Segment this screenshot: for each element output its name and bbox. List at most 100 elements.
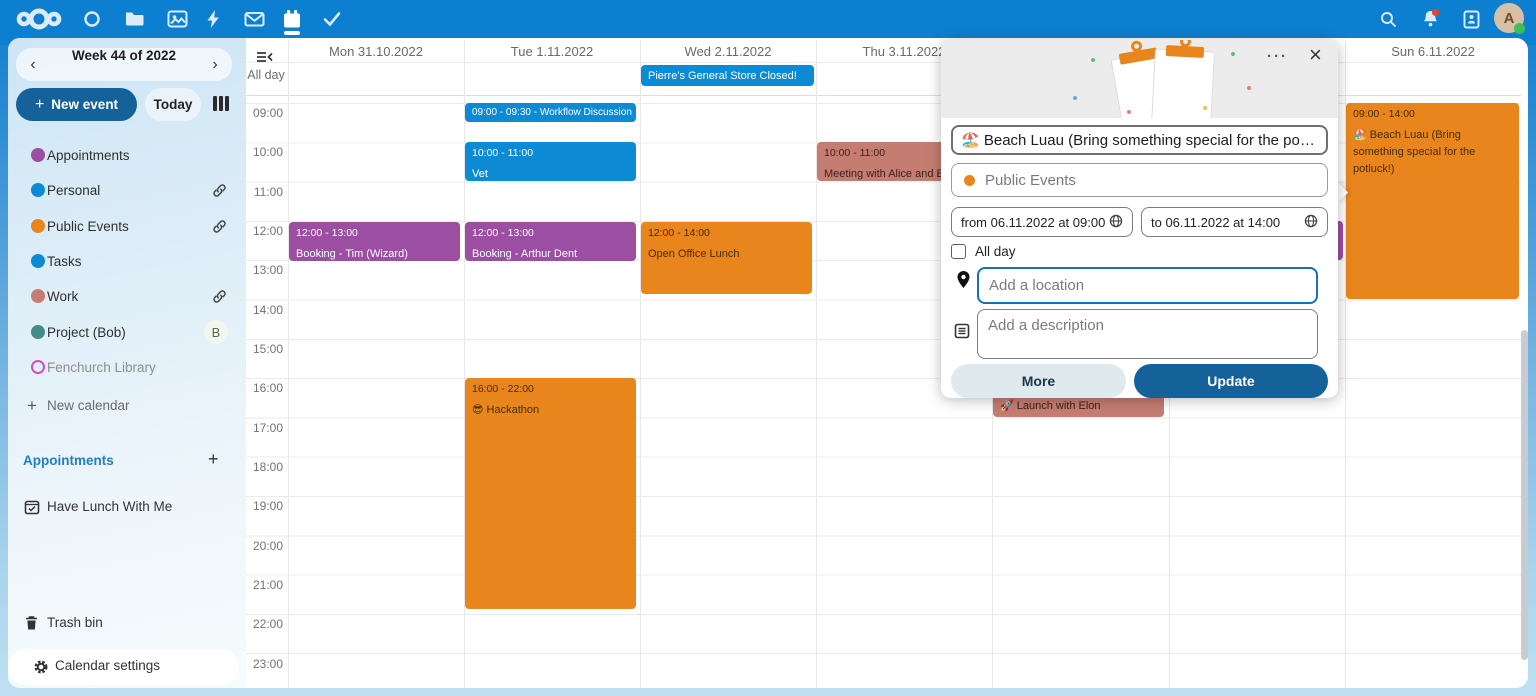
- calendar-color-dot[interactable]: [31, 325, 45, 339]
- timezone-globe-icon[interactable]: [1109, 214, 1123, 231]
- mail-app-icon[interactable]: [242, 7, 266, 31]
- contacts-menu-icon[interactable]: [1459, 7, 1483, 31]
- sidebar-item-fenchurch-library[interactable]: Fenchurch Library: [0, 353, 238, 381]
- collapse-all-day-icon[interactable]: [256, 50, 273, 69]
- description-icon: [954, 323, 970, 344]
- sidebar-item-public-events[interactable]: Public Events: [0, 212, 238, 240]
- calendar-name: Work: [47, 288, 79, 304]
- appointment-item-have-lunch[interactable]: Have Lunch With Me: [0, 493, 238, 521]
- event-beach-luau[interactable]: 09:00 - 14:00 🏖️ Beach Luau (Bring somet…: [1346, 103, 1519, 299]
- appointment-label: Have Lunch With Me: [47, 499, 173, 514]
- vertical-scrollbar-thumb[interactable]: [1521, 330, 1528, 660]
- timezone-globe-icon[interactable]: [1304, 214, 1318, 231]
- sidebar-item-work[interactable]: Work: [0, 282, 238, 310]
- update-button[interactable]: Update: [1134, 364, 1328, 398]
- calendar-color-dot[interactable]: [31, 183, 45, 197]
- view-switcher-icon[interactable]: [213, 96, 229, 111]
- tasks-app-icon[interactable]: [320, 7, 344, 31]
- files-app-icon[interactable]: [122, 7, 146, 31]
- calendar-name: Public Events: [47, 218, 129, 234]
- calendar-name: Appointments: [47, 147, 130, 163]
- trash-bin-button[interactable]: Trash bin: [0, 609, 238, 637]
- appointments-section-title: Appointments: [23, 453, 114, 468]
- location-pin-icon: [956, 270, 971, 294]
- event-open-office-lunch[interactable]: 12:00 - 14:00 Open Office Lunch: [641, 222, 812, 294]
- shared-link-icon[interactable]: [212, 289, 227, 309]
- nextcloud-logo[interactable]: [14, 7, 64, 31]
- new-calendar-button[interactable]: + New calendar: [0, 392, 238, 420]
- close-icon[interactable]: ×: [1309, 42, 1322, 67]
- plus-icon: +: [27, 396, 37, 415]
- top-header-bar: A: [0, 0, 1536, 45]
- more-label: More: [1021, 373, 1056, 389]
- week-navigation: ‹ Week 44 of 2022 ›: [16, 48, 232, 81]
- new-event-button[interactable]: + New event: [16, 88, 137, 121]
- end-datetime-button[interactable]: to 06.11.2022 at 14:00: [1141, 207, 1328, 237]
- shared-link-icon[interactable]: [212, 183, 227, 203]
- calendar-color-dot[interactable]: [31, 289, 45, 303]
- event-title: 😎 Hackathon: [472, 404, 540, 416]
- search-icon[interactable]: [1376, 7, 1400, 31]
- calendar-select[interactable]: Public Events: [951, 163, 1328, 197]
- description-input[interactable]: [988, 317, 1307, 351]
- contacts-app-icon[interactable]: [80, 7, 104, 31]
- event-time: 16:00 - 22:00: [472, 383, 534, 395]
- day-header-mon[interactable]: Mon 31.10.2022: [329, 44, 423, 59]
- popup-actions-menu-icon[interactable]: ···: [1267, 48, 1288, 65]
- calendar-settings-button[interactable]: Calendar settings: [8, 649, 239, 685]
- all-day-checkbox[interactable]: [951, 244, 966, 259]
- day-header-thu[interactable]: Thu 3.11.2022: [862, 44, 946, 59]
- calendar-color-dot-unchecked[interactable]: [31, 360, 45, 374]
- header-divider: [246, 62, 1521, 63]
- location-input[interactable]: [989, 277, 1306, 294]
- event-hackathon[interactable]: 16:00 - 22:00 😎 Hackathon: [465, 378, 636, 609]
- event-title-field[interactable]: [951, 125, 1328, 155]
- event-title: 🏖️ Beach Luau (Bring something special f…: [1353, 129, 1476, 176]
- start-datetime-button[interactable]: from 06.11.2022 at 09:00: [951, 207, 1133, 237]
- event-title: Booking - Arthur Dent: [472, 248, 578, 260]
- photos-app-icon[interactable]: [165, 7, 189, 31]
- event-title-input[interactable]: [961, 131, 1318, 149]
- gear-icon: [33, 659, 49, 680]
- description-field[interactable]: [977, 309, 1318, 359]
- event-booking-tim[interactable]: 12:00 - 13:00 Booking - Tim (Wizard): [289, 222, 460, 261]
- today-button[interactable]: Today: [145, 88, 201, 121]
- event-time: 10:00 - 11:00: [824, 147, 886, 159]
- calendar-color-dot[interactable]: [31, 148, 45, 162]
- event-booking-arthur[interactable]: 12:00 - 13:00 Booking - Arthur Dent: [465, 222, 636, 261]
- time-label: 11:00: [253, 185, 283, 199]
- shared-link-icon[interactable]: [212, 219, 227, 239]
- all-day-checkbox-row[interactable]: All day: [951, 244, 1016, 259]
- sidebar-item-project-bob[interactable]: Project (Bob) B: [0, 318, 238, 346]
- add-appointment-config-button[interactable]: +: [208, 449, 219, 469]
- all-day-checkbox-label: All day: [975, 244, 1016, 259]
- week-label[interactable]: Week 44 of 2022: [71, 48, 177, 63]
- activity-app-icon[interactable]: [201, 7, 225, 31]
- location-field[interactable]: [977, 267, 1318, 304]
- event-workflow-discussion[interactable]: 09:00 - 09:30 - Workflow Discussion: [465, 103, 636, 122]
- sidebar-item-appointments[interactable]: Appointments: [0, 141, 238, 169]
- time-label: 09:00: [252, 106, 283, 120]
- sidebar-item-tasks[interactable]: Tasks: [0, 247, 238, 275]
- day-header-tue[interactable]: Tue 1.11.2022: [510, 44, 594, 59]
- more-button[interactable]: More: [951, 364, 1126, 398]
- previous-week-button[interactable]: ‹: [30, 55, 36, 73]
- calendar-color-dot[interactable]: [31, 219, 45, 233]
- next-week-button[interactable]: ›: [212, 55, 218, 73]
- grid-column-line: [1345, 40, 1346, 688]
- trash-bin-label: Trash bin: [47, 615, 103, 630]
- time-label: 20:00: [252, 539, 283, 553]
- event-pierres-store-closed[interactable]: Pierre's General Store Closed!: [641, 65, 814, 86]
- all-day-label: All day: [247, 68, 285, 82]
- event-time: 12:00 - 14:00: [648, 227, 710, 239]
- event-vet[interactable]: 10:00 - 11:00 Vet: [465, 142, 636, 181]
- event-title: Pierre's General Store Closed!: [648, 70, 797, 82]
- day-header-sun[interactable]: Sun 6.11.2022: [1391, 44, 1475, 59]
- start-datetime-value: from 06.11.2022 at 09:00: [961, 214, 1106, 230]
- calendar-settings-label: Calendar settings: [55, 658, 161, 673]
- sidebar-item-personal[interactable]: Personal: [0, 176, 238, 204]
- calendar-color-dot[interactable]: [31, 254, 45, 268]
- event-time: 12:00 - 13:00: [296, 227, 358, 239]
- calendar-app-icon[interactable]: [280, 7, 304, 31]
- day-header-wed[interactable]: Wed 2.11.2022: [684, 44, 772, 59]
